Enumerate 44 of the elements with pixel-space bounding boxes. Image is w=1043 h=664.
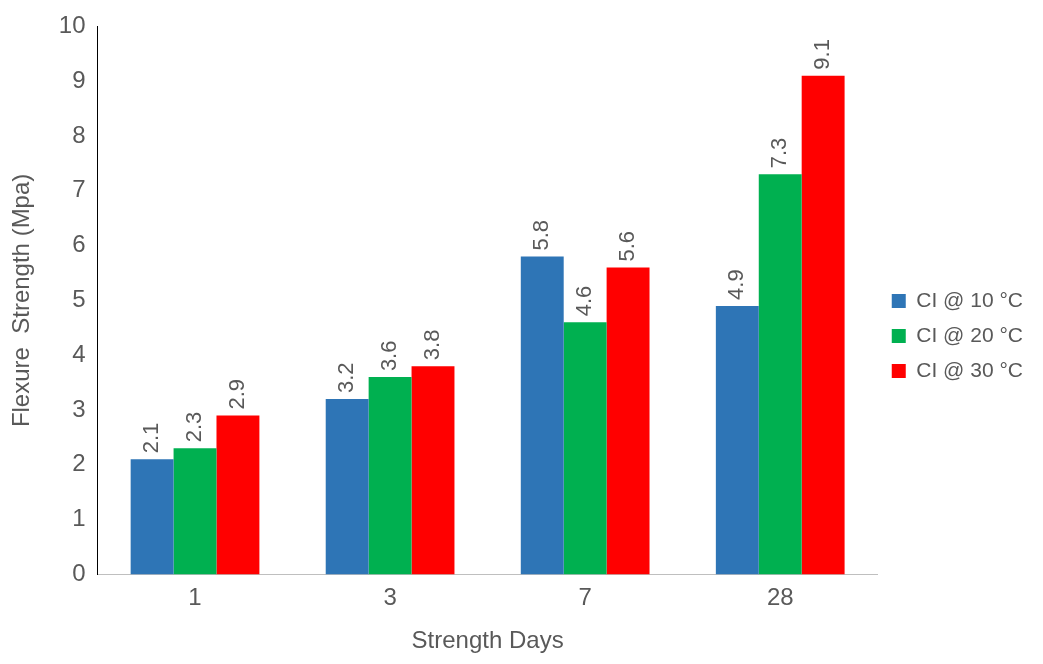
data-label: 5.8 [528, 219, 554, 251]
bar [563, 322, 607, 575]
bar [758, 174, 802, 575]
y-tick-label: 6 [72, 230, 86, 258]
bar [801, 75, 845, 575]
bar [130, 459, 174, 575]
legend-label: CI @ 10 °C [916, 287, 1024, 311]
data-label: 7.3 [766, 137, 792, 169]
y-tick-label: 8 [72, 120, 86, 148]
legend-label: CI @ 30 °C [916, 357, 1024, 381]
data-label: 2.1 [138, 422, 164, 454]
data-label: 3.6 [376, 340, 402, 372]
bar [411, 366, 455, 575]
data-label: 5.6 [614, 230, 640, 262]
x-tick-label: 3 [383, 583, 397, 611]
data-label: 2.3 [181, 411, 207, 443]
y-tick-label: 4 [72, 339, 86, 367]
y-tick-label: 10 [58, 11, 86, 39]
bar [606, 267, 650, 575]
bar [715, 305, 759, 575]
bar [216, 415, 260, 575]
y-tick-label: 1 [72, 504, 86, 532]
legend-label: CI @ 20 °C [916, 322, 1024, 346]
y-tick-label: 9 [72, 65, 86, 93]
x-tick-label: 7 [578, 583, 592, 611]
y-axis-title: Flexure Strength (Mpa) [7, 173, 35, 428]
data-label: 3.8 [419, 329, 445, 361]
y-tick-label: 7 [72, 175, 86, 203]
bar [368, 377, 412, 575]
data-label: 4.6 [571, 285, 597, 317]
data-label: 4.9 [723, 269, 749, 300]
y-tick-label: 0 [72, 559, 86, 587]
y-tick-label: 3 [72, 394, 86, 422]
x-axis-title: Strength Days [411, 626, 564, 654]
data-label: 9.1 [809, 39, 835, 70]
x-tick-label: 28 [766, 583, 794, 611]
data-label: 3.2 [333, 362, 359, 394]
data-label: 2.9 [224, 378, 249, 410]
x-tick-label: 1 [188, 583, 202, 611]
bar [325, 399, 369, 575]
y-tick-label: 5 [72, 285, 86, 313]
bar [173, 448, 217, 575]
y-tick-label: 2 [72, 449, 86, 477]
bar [520, 256, 564, 575]
